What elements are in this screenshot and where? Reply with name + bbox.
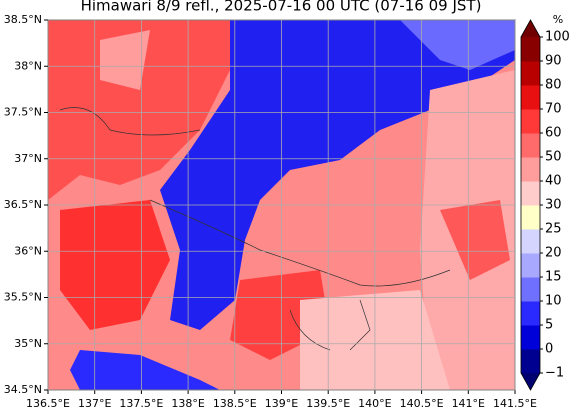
x-tick-label: 140.5°E — [400, 397, 444, 409]
colorbar-over — [521, 20, 540, 37]
colorbar-segment — [521, 349, 540, 374]
colorbar-segment — [521, 325, 540, 350]
colorbar-tick-label: 0 — [545, 342, 553, 357]
colorbar-tick-label: 70 — [545, 102, 562, 117]
x-tick-label: 140°E — [358, 397, 391, 409]
x-tick-label: 137.5°E — [119, 397, 163, 409]
colorbar-under — [521, 373, 540, 390]
y-tick-label: 34.5°N — [4, 383, 42, 396]
y-tick-label: 36°N — [14, 244, 42, 257]
colorbar-segment — [521, 85, 540, 110]
colorbar-tick-label: 20 — [545, 246, 562, 261]
colorbar-tick-label: −1 — [545, 366, 564, 381]
colorbar-segment — [521, 37, 540, 62]
x-tick-label: 136.5°E — [26, 397, 70, 409]
colorbar-segment — [521, 301, 540, 326]
x-tick-label: 138.5°E — [213, 397, 257, 409]
y-tick-label: 38.5°N — [4, 13, 42, 26]
colorbar-tick-label: 30 — [545, 198, 562, 213]
y-tick-label: 37.5°N — [4, 106, 42, 119]
x-tick-label: 137°E — [78, 397, 111, 409]
colorbar-tick-label: 25 — [545, 222, 562, 237]
colorbar-segment — [521, 109, 540, 134]
colorbar-tick-label: 60 — [545, 126, 562, 141]
colorbar-segment — [521, 205, 540, 230]
colorbar-tick-label: 40 — [545, 174, 562, 189]
colorbar-tick-label: 90 — [545, 54, 562, 69]
x-tick-label: 139.5°E — [306, 397, 350, 409]
y-tick-label: 38°N — [14, 59, 42, 72]
colorbar-segment — [521, 277, 540, 302]
colorbar-segment — [521, 253, 540, 278]
chart-title: Himawari 8/9 refl., 2025-07-16 00 UTC (0… — [81, 0, 482, 15]
y-tick-label: 35°N — [14, 337, 42, 350]
x-tick-label: 138°E — [171, 397, 204, 409]
y-tick-label: 37°N — [14, 152, 42, 165]
y-tick-label: 36.5°N — [4, 198, 42, 211]
x-tick-label: 141°E — [452, 397, 485, 409]
colorbar-segment — [521, 181, 540, 206]
colorbar-tick-label: 100 — [545, 30, 570, 45]
colorbar-label: % — [553, 13, 563, 26]
x-tick-label: 141.5°E — [493, 397, 537, 409]
colorbar-segment — [521, 61, 540, 86]
colorbar-tick-label: 5 — [545, 318, 553, 333]
colorbar-tick-label: 10 — [545, 294, 562, 309]
colorbar-segment — [521, 229, 540, 254]
colorbar-tick-label: 80 — [545, 78, 562, 93]
y-tick-label: 35.5°N — [4, 291, 42, 304]
colorbar-tick-label: 50 — [545, 150, 562, 165]
colorbar-tick-label: 15 — [545, 270, 562, 285]
x-tick-label: 139°E — [265, 397, 298, 409]
colorbar-segment — [521, 133, 540, 158]
colorbar-segment — [521, 157, 540, 182]
